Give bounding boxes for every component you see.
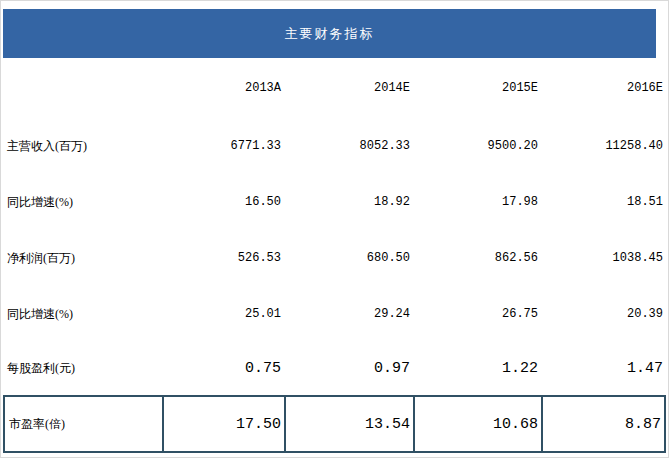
row-label: 净利润(百万) — [3, 250, 160, 267]
table-row-eps: 每股盈利(元) 0.75 0.97 1.22 1.47 — [3, 342, 666, 395]
cell-value: 862.56 — [413, 251, 541, 265]
column-header-2016e: 2016E — [541, 81, 666, 95]
column-header-2015e: 2015E — [413, 81, 541, 95]
cell-value: 26.75 — [413, 307, 541, 321]
table-title: 主要财务指标 — [285, 25, 375, 43]
cell-value: 8052.33 — [284, 139, 413, 153]
table-row-profit-growth: 同比增速(%) 25.01 29.24 26.75 20.39 — [3, 286, 666, 342]
cell-value: 10.68 — [413, 397, 541, 451]
row-label: 每股盈利(元) — [3, 360, 160, 377]
cell-value: 9500.20 — [413, 139, 541, 153]
cell-value: 25.01 — [160, 307, 284, 321]
table-row-revenue-growth: 同比增速(%) 16.50 18.92 17.98 18.51 — [3, 174, 666, 230]
cell-value: 680.50 — [284, 251, 413, 265]
row-label: 同比增速(%) — [3, 194, 160, 211]
cell-value: 20.39 — [541, 307, 666, 321]
cell-value: 0.97 — [284, 360, 413, 377]
cell-value: 0.75 — [160, 360, 284, 377]
column-header-2014e: 2014E — [284, 81, 413, 95]
cell-value: 6771.33 — [160, 139, 284, 153]
table-row-revenue: 主营收入(百万) 6771.33 8052.33 9500.20 11258.4… — [3, 118, 666, 174]
table-title-bar: 主要财务指标 — [3, 9, 656, 58]
column-header-row: 2013A 2014E 2015E 2016E — [3, 58, 666, 118]
table-row-net-profit: 净利润(百万) 526.53 680.50 862.56 1038.45 — [3, 230, 666, 286]
cell-value: 1.47 — [541, 360, 666, 377]
cell-value: 17.98 — [413, 195, 541, 209]
cell-value: 16.50 — [160, 195, 284, 209]
cell-value: 526.53 — [160, 251, 284, 265]
cell-value: 29.24 — [284, 307, 413, 321]
row-label: 同比增速(%) — [3, 306, 160, 323]
row-label: 市盈率(倍) — [5, 397, 162, 451]
cell-value: 13.54 — [284, 397, 413, 451]
financial-indicators-page: 主要财务指标 2013A 2014E 2015E 2016E 主营收入(百万) … — [0, 0, 669, 458]
row-label: 主营收入(百万) — [3, 138, 160, 155]
cell-value: 11258.40 — [541, 139, 666, 153]
cell-value: 17.50 — [162, 397, 284, 451]
cell-value: 8.87 — [541, 397, 664, 451]
table-row-pe-ratio: 市盈率(倍) 17.50 13.54 10.68 8.87 — [3, 395, 666, 453]
financial-table: 2013A 2014E 2015E 2016E 主营收入(百万) 6771.33… — [3, 58, 666, 453]
cell-value: 1.22 — [413, 360, 541, 377]
cell-value: 1038.45 — [541, 251, 666, 265]
cell-value: 18.51 — [541, 195, 666, 209]
column-header-2013a: 2013A — [160, 81, 284, 95]
cell-value: 18.92 — [284, 195, 413, 209]
